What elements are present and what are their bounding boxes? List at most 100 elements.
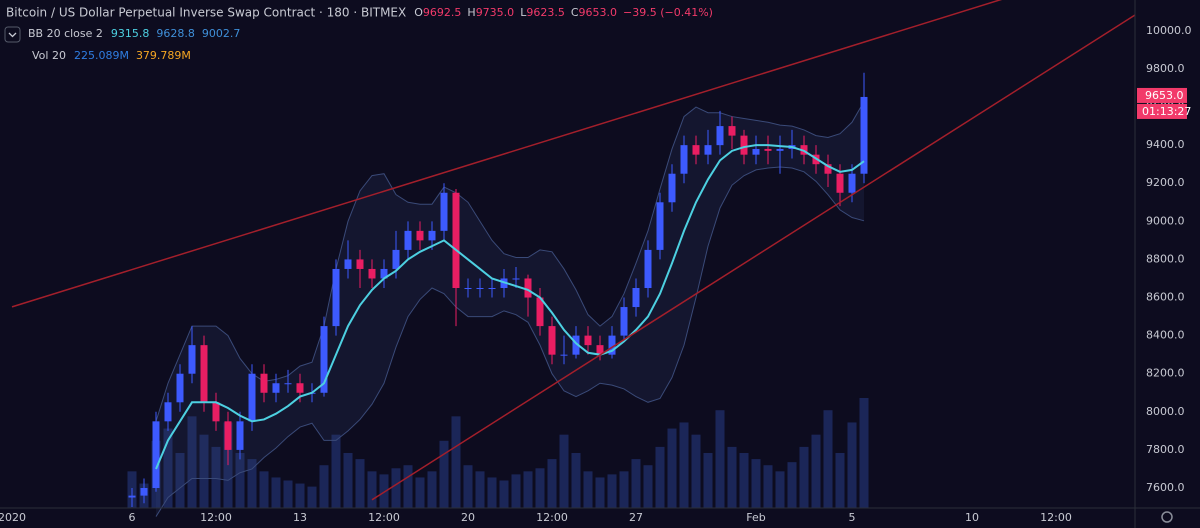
candle-body bbox=[668, 173, 676, 203]
ohlc-value: 9692.5 bbox=[423, 6, 462, 19]
chart-title: Bitcoin / US Dollar Perpetual Inverse Sw… bbox=[6, 6, 406, 20]
settings-icon[interactable] bbox=[1161, 511, 1173, 523]
volume-bar bbox=[679, 422, 689, 508]
candle-body bbox=[740, 135, 748, 155]
candle-body bbox=[404, 230, 412, 250]
ohlc-value: 9735.0 bbox=[476, 6, 515, 19]
volume-bar bbox=[787, 462, 797, 508]
volume-bar bbox=[223, 422, 233, 508]
candle-body bbox=[764, 148, 772, 151]
x-tick-label: 5 bbox=[849, 511, 856, 524]
volume-bar bbox=[367, 471, 377, 508]
candle-body bbox=[584, 335, 592, 346]
volume-bar bbox=[703, 453, 713, 508]
volume-bar bbox=[595, 477, 605, 508]
volume-bar bbox=[715, 410, 725, 508]
candle-body bbox=[596, 345, 604, 355]
candle-body bbox=[188, 345, 196, 374]
volume-bar bbox=[523, 471, 533, 508]
volume-bar bbox=[667, 428, 677, 508]
bb-basis-line bbox=[155, 144, 865, 470]
ohlc-name: C bbox=[571, 6, 579, 19]
candle-body bbox=[140, 488, 148, 496]
candle-body bbox=[752, 148, 760, 155]
ohlc-value: 9653.0 bbox=[579, 6, 618, 19]
candle-body bbox=[776, 148, 784, 151]
candle-body bbox=[260, 373, 268, 393]
volume-bar bbox=[811, 434, 821, 508]
ohlc-name: H bbox=[467, 6, 475, 19]
volume-bar bbox=[295, 483, 305, 508]
candle-body bbox=[548, 326, 556, 355]
candle-body bbox=[476, 288, 484, 289]
bb-legend-value: 9002.7 bbox=[202, 27, 241, 40]
bb-band bbox=[156, 101, 864, 517]
bb-legend-value: 9315.8 bbox=[111, 27, 150, 40]
candle-body bbox=[164, 402, 172, 422]
candle-body bbox=[488, 288, 496, 289]
candle-body bbox=[272, 383, 280, 393]
candle-body bbox=[860, 96, 868, 174]
volume-bar bbox=[271, 477, 281, 508]
volume-bar bbox=[823, 410, 833, 508]
volume-bar bbox=[511, 474, 521, 508]
candle-body bbox=[452, 192, 460, 288]
x-tick-label: 12:00 bbox=[536, 511, 568, 524]
candle-body bbox=[368, 268, 376, 279]
volume-bar bbox=[559, 434, 569, 508]
volume-bar bbox=[607, 474, 617, 508]
volume-bar bbox=[847, 422, 857, 508]
candle-body bbox=[836, 173, 844, 193]
volume-bar bbox=[547, 459, 557, 508]
candle-body bbox=[176, 373, 184, 403]
volume-bar bbox=[571, 453, 581, 508]
candle-body bbox=[128, 495, 136, 498]
bb-lower-line bbox=[155, 166, 865, 517]
y-tick-label: 8800.0 bbox=[1146, 252, 1185, 265]
candle-body bbox=[248, 373, 256, 422]
volume-bar bbox=[247, 459, 257, 508]
volume-bar bbox=[619, 471, 629, 508]
volume-bar bbox=[163, 428, 173, 508]
x-tick-label: 13 bbox=[293, 511, 307, 524]
volume-bar bbox=[475, 471, 485, 508]
volume-bar bbox=[487, 477, 497, 508]
y-tick-label: 8600.0 bbox=[1146, 291, 1185, 304]
y-tick-label: 8000.0 bbox=[1146, 405, 1185, 418]
bb-legend-name: BB 20 close 2 bbox=[28, 27, 103, 40]
volume-bar bbox=[835, 453, 845, 508]
y-tick-label: 9400.0 bbox=[1146, 138, 1185, 151]
x-tick-label: 12:00 bbox=[1040, 511, 1072, 524]
volume-bar bbox=[751, 459, 761, 508]
y-tick-label: 8200.0 bbox=[1146, 367, 1185, 380]
volume-bar bbox=[859, 398, 869, 508]
countdown-label: 01:13:27 bbox=[1142, 105, 1191, 118]
candle-body bbox=[152, 421, 160, 488]
candle-body bbox=[296, 383, 304, 393]
x-tick-label: 12:00 bbox=[368, 511, 400, 524]
collapse-button[interactable] bbox=[4, 26, 21, 43]
x-tick-label: 12:00 bbox=[200, 511, 232, 524]
x-tick-label: 27 bbox=[629, 511, 643, 524]
candle-body bbox=[632, 288, 640, 308]
volume-bar bbox=[535, 468, 545, 508]
volume-bar bbox=[631, 459, 641, 508]
volume-bar bbox=[451, 416, 461, 508]
candle-body bbox=[728, 126, 736, 136]
x-tick-label: 10 bbox=[965, 511, 979, 524]
candle-body bbox=[680, 145, 688, 174]
ohlc-change: −39.5 (−0.41%) bbox=[623, 6, 713, 19]
volume-bar bbox=[235, 453, 245, 508]
candle-body bbox=[284, 383, 292, 385]
candle-body bbox=[560, 354, 568, 356]
chevron-icon bbox=[8, 32, 17, 38]
last-price-label: 9653.0 bbox=[1145, 89, 1184, 102]
volume-bar bbox=[415, 477, 425, 508]
candle-body bbox=[224, 421, 232, 450]
y-tick-label: 10000.0 bbox=[1146, 24, 1192, 37]
candle-body bbox=[344, 259, 352, 269]
candle-body bbox=[512, 278, 520, 280]
volume-bar bbox=[175, 453, 185, 508]
trend-line bbox=[11, 0, 1003, 308]
volume-bar bbox=[379, 474, 389, 508]
